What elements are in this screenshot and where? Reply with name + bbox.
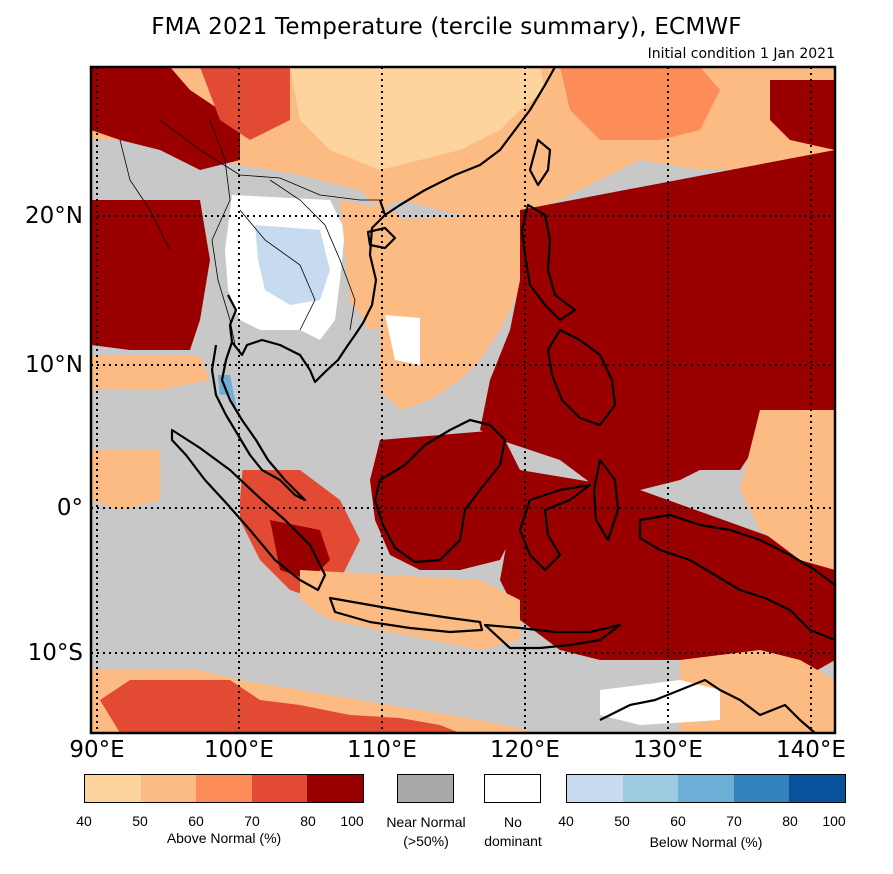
region-south-sea-grey (91, 390, 720, 733)
legend-below-caption: Below Normal (%) (649, 834, 763, 850)
graticule (91, 67, 835, 733)
legend-below-80-100 (789, 775, 845, 802)
region-west-orange (91, 450, 160, 510)
coastline-java (328, 596, 484, 634)
map-frame (89, 65, 837, 735)
legend-above-tick: 40 (76, 813, 92, 829)
lat-label-10s: 10°S (27, 640, 83, 666)
legend-below-tick: 40 (558, 813, 574, 829)
legend-below-60-70 (678, 775, 734, 802)
legend-near-line2: (>50%) (403, 833, 449, 849)
legend-above-tick: 100 (340, 813, 364, 829)
coastline-malay-peninsula (210, 341, 307, 502)
country-borders (119, 119, 380, 346)
region-north-pale (290, 67, 545, 170)
legend-near-normal-swatch (397, 774, 454, 803)
region-myanmar-red (91, 200, 210, 350)
coastline-borneo (373, 418, 507, 564)
coastline-sulawesi (518, 483, 592, 572)
coastline-taiwan (528, 138, 552, 187)
border-india-myanmar (119, 139, 171, 251)
legend-below-tick: 80 (782, 813, 798, 829)
lat-label-0: 0° (56, 495, 83, 521)
coastline-sumatra (170, 428, 327, 592)
legend-above-tick: 50 (132, 813, 148, 829)
coastline-timor-lesser-sunda (483, 623, 622, 650)
legend-near-line1: Near Normal (386, 814, 466, 830)
coastline-hainan (366, 226, 397, 250)
legend-below-tick: 70 (726, 813, 742, 829)
region-north-red-west (91, 67, 240, 170)
legend-below-tick: 50 (614, 813, 630, 829)
legend-below-tick: 60 (670, 813, 686, 829)
region-south-red (100, 680, 460, 733)
coastline-indochina (227, 199, 387, 384)
region-indochina-blue (255, 225, 330, 305)
legend-above-70-80 (251, 775, 308, 802)
legend-below-tick: 100 (822, 813, 846, 829)
border-china-south (159, 119, 380, 201)
legend-below-40-50 (567, 775, 623, 802)
legend-near-normal-caption: Near Normal (>50%) (370, 813, 482, 851)
lat-label-20n: 20°N (25, 203, 83, 229)
region-borneo-red (370, 430, 520, 570)
lon-label-110e: 110°E (347, 737, 417, 763)
border-laos-vietnam (269, 179, 356, 331)
legend-above-tick: 70 (244, 813, 260, 829)
legend-below-normal-bar (566, 774, 846, 803)
legend-above-normal-bar (84, 774, 364, 803)
legend-no-dominant-caption: No dominant (470, 813, 556, 851)
region-east-indonesia-red (500, 470, 835, 690)
legend-none-line1: No (504, 814, 522, 830)
lon-label-90e: 90°E (69, 737, 125, 763)
coastline-new-guinea (638, 513, 835, 642)
border-myanmar-thailand (209, 119, 236, 346)
region-vn-white (385, 315, 420, 365)
lon-label-100e: 100°E (204, 737, 274, 763)
initial-condition-label: Initial condition 1 Jan 2021 (647, 46, 835, 62)
legend-above-tick: 80 (300, 813, 316, 829)
region-sumatra-dark (270, 520, 330, 580)
legend-above-40-50 (85, 775, 141, 802)
region-west-sea-orange (91, 355, 210, 390)
coastline-australia (599, 678, 816, 733)
region-north-east-orange (560, 67, 720, 140)
lat-label-10n: 10°N (25, 352, 83, 378)
legend-below-70-80 (733, 775, 790, 802)
coastline-philippines-south (546, 328, 617, 427)
region-east-red (480, 150, 835, 490)
lon-label-130e: 130°E (633, 737, 703, 763)
legend-above-tick: 60 (188, 813, 204, 829)
legend-no-dominant-swatch (484, 774, 541, 803)
coastline-moluccas (592, 458, 620, 542)
tercile-regions (91, 67, 835, 733)
border-thailand-laos (239, 209, 316, 331)
map-title: FMA 2021 Temperature (tercile summary), … (151, 14, 742, 40)
legend-above-50-60 (140, 775, 197, 802)
lon-label-120e: 120°E (490, 737, 560, 763)
region-china-red (200, 67, 290, 140)
coastlines (170, 67, 835, 733)
region-north-red-east (770, 80, 835, 150)
legend-above-60-70 (196, 775, 252, 802)
legend-above-caption: Above Normal (%) (166, 830, 282, 846)
lon-label-140e: 140°E (776, 737, 846, 763)
legend-below-50-60 (622, 775, 679, 802)
coastline-china (384, 67, 556, 216)
region-australia-white (600, 680, 720, 725)
coastline-philippines-luzon (520, 203, 577, 322)
legend-none-line2: dominant (484, 833, 542, 849)
legend-above-80-100 (307, 775, 363, 802)
